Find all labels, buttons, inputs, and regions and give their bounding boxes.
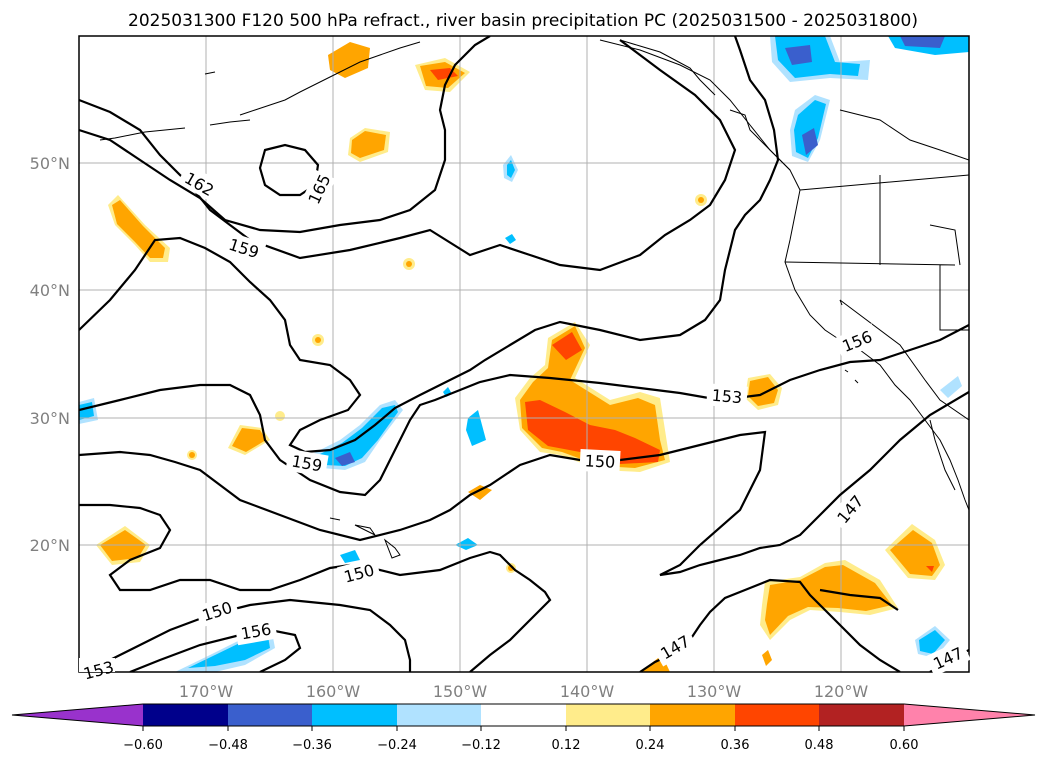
lat-label-30n: 30°N	[30, 409, 70, 428]
colorbar: −0.60 −0.48 −0.36 −0.24 −0.12 0.12 0.24 …	[11, 703, 1036, 753]
longitude-labels: 170°W 160°W 150°W 140°W 130°W 120°W	[179, 682, 869, 701]
lat-label-50n: 50°N	[30, 154, 70, 173]
latitude-labels: 50°N 40°N 30°N 20°N	[30, 154, 70, 555]
lat-label-40n: 40°N	[30, 281, 70, 300]
colorbar-tick-label: 0.60	[890, 738, 919, 753]
negative-160w-19n	[340, 550, 360, 563]
lon-label-170w: 170°W	[179, 682, 234, 701]
negative-150w-20n	[455, 538, 478, 550]
colorbar-tick-label: 0.12	[552, 738, 581, 753]
lon-label-140w: 140°W	[560, 682, 615, 701]
lat-label-20n: 20°N	[30, 536, 70, 555]
negative-148w-27n	[466, 410, 486, 446]
colorbar-seg-0	[12, 704, 143, 726]
contour-label-150-central: 150	[584, 451, 615, 472]
colorbar-tick-label: −0.24	[377, 738, 417, 753]
map-frame	[78, 35, 970, 673]
lon-label-150w: 150°W	[433, 682, 488, 701]
colorbar-seg-4	[397, 704, 481, 726]
colorbar-seg-6	[566, 704, 650, 726]
colorbar-tick-label: −0.36	[292, 738, 332, 753]
colorbar-seg-2	[228, 704, 312, 726]
lon-label-130w: 130°W	[687, 682, 742, 701]
lon-label-120w: 120°W	[814, 682, 869, 701]
colorbar-tick-label: 0.36	[721, 738, 750, 753]
positive-anomaly-regions	[96, 42, 945, 672]
colorbar-tick-label: −0.60	[123, 738, 163, 753]
colorbar-tick-label: 0.48	[805, 738, 834, 753]
colorbar-seg-1	[143, 704, 228, 726]
coastlines	[99, 39, 969, 559]
colorbar-seg-10	[904, 704, 1035, 726]
colorbar-tick-label: 0.24	[636, 738, 665, 753]
map-area	[79, 36, 969, 672]
graticule	[79, 36, 969, 672]
colorbar-seg-9	[819, 704, 904, 726]
anomaly-aleutian-west	[328, 42, 370, 78]
colorbar-seg-5	[481, 704, 566, 726]
colorbar-seg-7	[650, 704, 735, 726]
colorbar-seg-3	[312, 704, 397, 726]
contour-label-153-east: 153	[711, 386, 743, 408]
central-anomaly-inner	[525, 332, 660, 464]
colorbar-tick-label: −0.12	[461, 738, 501, 753]
map-title: 2025031300 F120 500 hPa refract., river …	[128, 11, 918, 31]
lon-label-160w: 160°W	[306, 682, 361, 701]
colorbar-tick-label: −0.48	[208, 738, 248, 753]
colorbar-seg-8	[735, 704, 819, 726]
